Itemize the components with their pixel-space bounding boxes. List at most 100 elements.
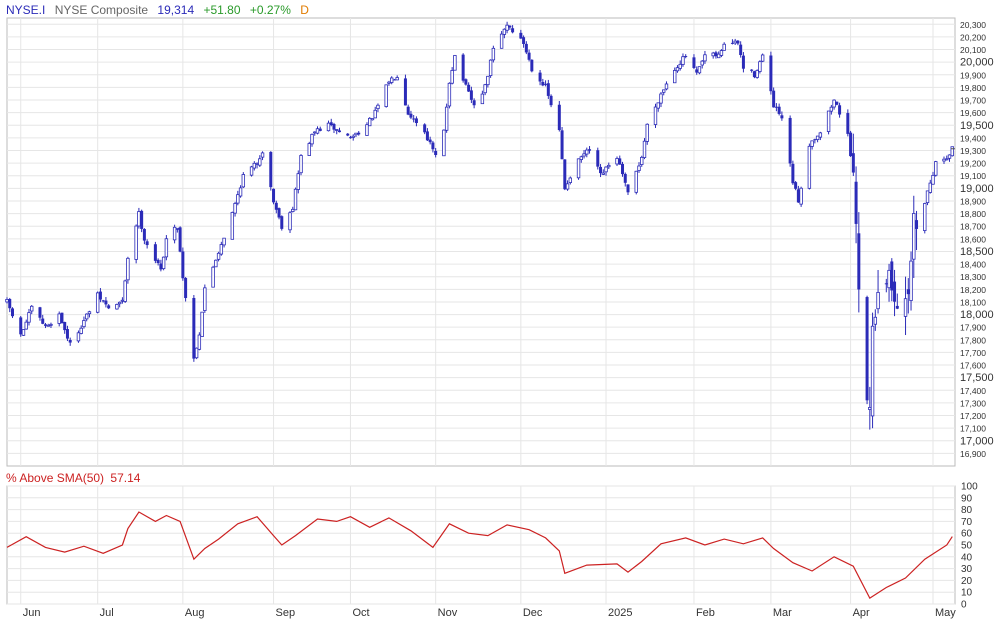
- price-tick-label: 19,500: [960, 120, 994, 132]
- x-tick-label: May: [935, 607, 956, 619]
- price-tick-label: 16,900: [960, 449, 986, 459]
- candle-body-up: [134, 225, 138, 260]
- candle-body-up: [203, 287, 207, 311]
- candle-body-down: [101, 300, 105, 302]
- candle-body-down: [511, 28, 515, 33]
- candle: [928, 179, 932, 194]
- candle: [700, 59, 704, 69]
- candle: [794, 180, 798, 191]
- candle: [491, 45, 496, 63]
- price-tick-label: 18,500: [960, 246, 994, 258]
- candle-body-down: [890, 261, 894, 291]
- price-panel-frame: [6, 17, 956, 467]
- candle: [469, 86, 473, 104]
- candle: [181, 247, 185, 281]
- price-tick-label: 17,500: [960, 372, 994, 384]
- candle: [82, 316, 86, 329]
- candle-body-up: [565, 183, 570, 190]
- candle-body-up: [483, 84, 487, 94]
- candle: [76, 330, 81, 343]
- candle-body-up: [923, 203, 927, 231]
- indicator-tick-label: 10: [961, 588, 973, 599]
- candle: [623, 172, 627, 187]
- candle-body-down: [788, 117, 792, 164]
- candle-body-up: [126, 257, 130, 281]
- x-tick-label: Jul: [100, 607, 114, 619]
- candle-body-down: [178, 227, 182, 252]
- candle: [739, 41, 743, 58]
- candle: [79, 325, 83, 335]
- candle: [19, 316, 23, 337]
- candle-body-down: [409, 113, 413, 118]
- candle: [934, 160, 938, 177]
- candle-body-down: [794, 182, 798, 189]
- indicator-tick-label: 90: [961, 493, 973, 504]
- candle-body-up: [120, 299, 125, 302]
- candle-body-down: [461, 54, 465, 81]
- candle: [236, 190, 240, 206]
- candle: [87, 310, 92, 318]
- chart-header: NYSE.I NYSE Composite 19,314 +51.80 +0.2…: [6, 3, 309, 17]
- candle-body-down: [741, 55, 745, 69]
- candle: [43, 322, 47, 329]
- candle: [585, 147, 589, 158]
- candle: [222, 237, 226, 248]
- candle-body-up: [117, 301, 122, 305]
- candle-body-up: [642, 140, 647, 158]
- price-tick-label: 17,200: [960, 411, 986, 421]
- indicator-tick-label: 60: [961, 529, 973, 540]
- candle-body-up: [115, 304, 119, 310]
- candle-body-down: [274, 202, 278, 210]
- candle: [230, 211, 235, 240]
- candle: [233, 201, 237, 217]
- candle-body-down: [10, 308, 14, 317]
- candle-body-up: [373, 109, 377, 119]
- candle-body-down: [895, 305, 899, 309]
- candle-body-down: [68, 339, 72, 343]
- candle-body-down: [272, 188, 276, 203]
- candle-body-up: [673, 70, 677, 84]
- candle-body-down: [346, 133, 350, 136]
- candle: [599, 164, 603, 178]
- candle-body-up: [368, 117, 372, 127]
- candle-body-up: [370, 118, 375, 121]
- candle-body-up: [447, 82, 452, 107]
- candle-body-down: [846, 113, 850, 134]
- candle: [909, 251, 913, 311]
- candle: [876, 270, 880, 314]
- candle-body-up: [755, 70, 759, 78]
- candle-body-up: [703, 54, 707, 62]
- candle: [642, 138, 647, 160]
- candle: [895, 293, 899, 310]
- candle: [219, 241, 224, 256]
- candle-body-down: [337, 130, 341, 133]
- candle-body-up: [230, 212, 235, 240]
- candle-body-down: [280, 216, 284, 229]
- indicator-tick-label: 70: [961, 517, 973, 528]
- candle-body-down: [508, 25, 512, 28]
- candle: [923, 202, 927, 234]
- candle-body-down: [412, 118, 416, 120]
- candle-body-up: [49, 323, 53, 326]
- candle: [412, 115, 416, 123]
- candle-body-up: [326, 122, 331, 132]
- candle: [95, 291, 100, 314]
- candle-body-up: [307, 143, 311, 156]
- candle: [604, 166, 608, 176]
- candle-body-up: [365, 124, 369, 136]
- candle-body-down: [142, 228, 146, 241]
- candle-body-down: [107, 305, 111, 309]
- candle-body-up: [576, 158, 581, 179]
- candle: [519, 29, 523, 39]
- price-change: +51.80: [203, 3, 241, 17]
- candle-body-up: [288, 212, 292, 231]
- candle: [307, 141, 311, 156]
- candle-body-down: [884, 283, 888, 285]
- candle: [568, 176, 573, 185]
- candle: [560, 127, 564, 160]
- candle: [348, 135, 352, 139]
- candle: [815, 135, 820, 143]
- candle-body-up: [335, 129, 339, 131]
- candle-body-down: [849, 132, 853, 157]
- candle-body-down: [557, 104, 561, 131]
